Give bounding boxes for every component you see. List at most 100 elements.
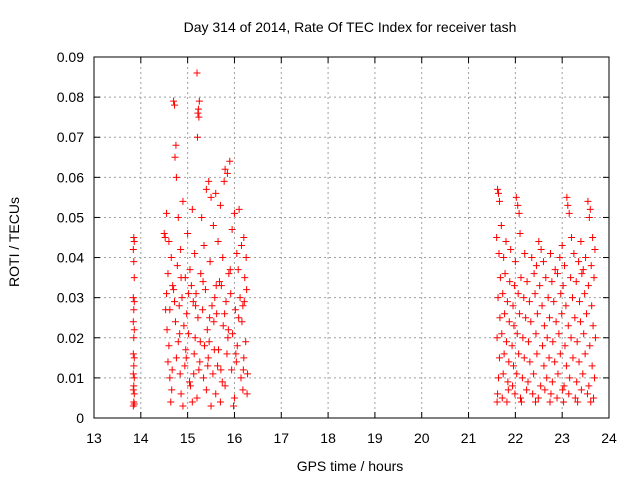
data-point xyxy=(185,290,193,298)
data-point xyxy=(561,342,569,350)
data-point xyxy=(502,238,510,246)
data-point xyxy=(498,330,506,338)
data-point xyxy=(130,274,138,282)
data-point xyxy=(172,354,180,362)
data-point xyxy=(226,266,234,274)
data-point xyxy=(540,362,548,370)
data-point xyxy=(172,141,180,149)
data-point xyxy=(195,366,203,374)
data-point xyxy=(221,310,229,318)
data-point xyxy=(130,306,138,314)
data-point xyxy=(226,157,234,165)
data-point xyxy=(232,350,240,358)
data-point xyxy=(182,346,190,354)
data-point xyxy=(564,322,572,330)
data-point xyxy=(182,354,190,362)
data-point xyxy=(219,322,227,330)
data-point xyxy=(193,133,201,141)
data-point xyxy=(587,398,595,406)
y-tick-label: 0.01 xyxy=(57,370,84,386)
x-tick-label: 20 xyxy=(414,430,430,446)
data-point xyxy=(523,386,531,394)
data-point xyxy=(533,310,541,318)
data-point xyxy=(570,250,578,258)
data-point xyxy=(571,314,579,322)
data-point xyxy=(164,270,172,278)
data-point xyxy=(589,234,597,241)
data-point xyxy=(234,266,242,274)
data-point xyxy=(513,330,521,338)
data-point xyxy=(503,398,511,406)
data-point xyxy=(225,270,233,278)
data-point xyxy=(581,290,589,298)
data-point xyxy=(532,262,540,270)
data-point xyxy=(176,370,184,378)
data-point xyxy=(520,294,528,302)
data-point xyxy=(509,302,517,310)
data-point xyxy=(501,310,509,318)
data-point xyxy=(230,209,238,217)
data-point xyxy=(546,250,554,258)
data-point xyxy=(162,306,170,314)
data-point xyxy=(533,350,541,358)
data-point xyxy=(575,358,583,366)
data-point xyxy=(537,246,545,254)
data-point xyxy=(548,378,556,386)
data-point xyxy=(222,298,230,306)
data-point xyxy=(554,370,562,378)
data-point xyxy=(160,229,168,237)
data-point xyxy=(181,362,189,370)
data-point xyxy=(163,290,171,298)
data-point xyxy=(590,274,598,282)
data-point xyxy=(544,294,552,302)
data-point xyxy=(510,322,518,330)
data-point xyxy=(199,278,207,286)
data-point xyxy=(541,386,549,394)
data-point xyxy=(129,386,137,394)
data-point xyxy=(183,310,191,318)
x-tick-label: 14 xyxy=(133,430,149,446)
data-point xyxy=(495,354,503,362)
data-point xyxy=(224,326,232,334)
data-point xyxy=(209,370,217,378)
data-point xyxy=(211,294,219,302)
data-point xyxy=(511,258,519,266)
x-tick-label: 22 xyxy=(508,430,524,446)
data-point xyxy=(569,354,577,362)
data-point xyxy=(577,386,585,394)
data-point xyxy=(168,386,176,394)
data-point xyxy=(205,177,213,185)
data-point xyxy=(506,278,514,286)
data-point xyxy=(493,334,501,342)
data-point xyxy=(583,310,591,318)
data-point xyxy=(190,350,198,358)
data-point xyxy=(238,318,246,326)
y-tick-label: 0.05 xyxy=(57,209,84,225)
data-point xyxy=(129,294,137,302)
data-point xyxy=(517,398,525,406)
data-point xyxy=(498,394,506,402)
data-point xyxy=(510,282,518,290)
data-point xyxy=(551,358,559,366)
data-point xyxy=(239,302,247,310)
data-point xyxy=(210,318,218,326)
data-point xyxy=(170,286,178,294)
data-point xyxy=(582,254,590,262)
y-tick-label: 0 xyxy=(76,410,84,426)
data-point xyxy=(198,213,206,221)
data-point xyxy=(207,402,215,410)
data-point xyxy=(177,246,185,254)
data-point xyxy=(210,346,218,354)
data-point xyxy=(525,298,533,306)
data-point xyxy=(556,350,564,358)
y-tick-label: 0.02 xyxy=(57,330,84,346)
data-point xyxy=(203,326,211,334)
data-point xyxy=(207,193,215,201)
data-point xyxy=(129,350,137,358)
data-point xyxy=(237,374,245,382)
data-point xyxy=(521,250,529,258)
data-point xyxy=(562,362,570,370)
data-point xyxy=(568,234,576,241)
data-point xyxy=(130,334,138,342)
data-point xyxy=(204,362,212,370)
